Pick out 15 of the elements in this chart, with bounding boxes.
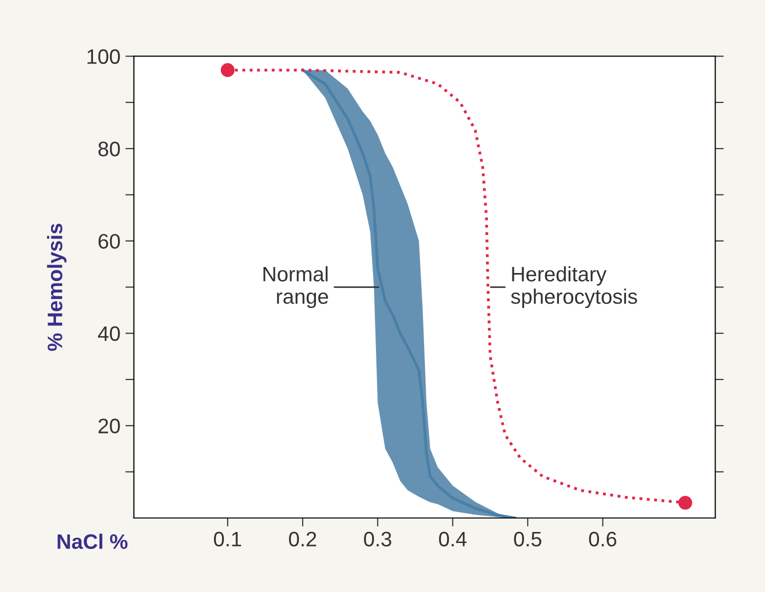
annotation: Normal range [264, 266, 328, 308]
y-tick-label: 60 [98, 234, 120, 249]
y-tick-label: 20 [98, 418, 120, 434]
x-tick-label: 0.2 [289, 532, 316, 546]
x-tick-label: 0.6 [589, 532, 616, 546]
x-axis-title: NaCl % [58, 534, 128, 549]
x-tick-label: 0.5 [514, 532, 542, 546]
x-tick-label: 0.4 [439, 532, 467, 546]
y-tick-label: 40 [98, 326, 120, 342]
y-tick-label: 80 [98, 142, 120, 156]
x-tick-label: 0.1 [214, 532, 242, 546]
y-axis-title: % Hemolysis [47, 224, 66, 351]
y-tick-label: 100 [88, 49, 120, 64]
annotation: Hereditary spherocytosis [511, 266, 638, 308]
x-tick-label: 0.3 [364, 532, 392, 546]
